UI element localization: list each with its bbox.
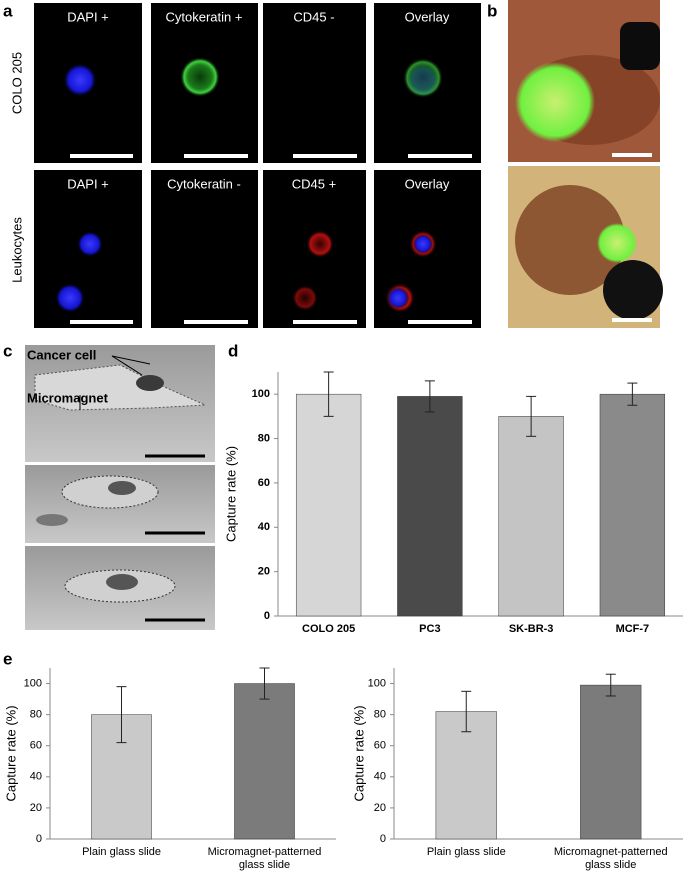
image-label: Overlay <box>405 9 450 24</box>
y-tick-label: 80 <box>30 709 42 721</box>
image-label: Cytokeratin - <box>167 176 241 191</box>
bar <box>234 683 295 840</box>
annotation: Cancer cell <box>27 347 96 362</box>
bar <box>498 416 564 617</box>
x-tick-label: Plain glass slide <box>82 846 161 858</box>
y-tick-label: 20 <box>30 802 42 814</box>
x-label-box: COLO 205 <box>302 623 356 635</box>
bar <box>580 684 642 840</box>
panel-label: e <box>3 649 12 668</box>
y-tick-label: 40 <box>374 771 386 783</box>
y-tick-label: 100 <box>252 388 270 400</box>
x-tick-label: SK-BR-3 <box>508 623 554 635</box>
row-label: COLO 205 <box>9 52 24 114</box>
y-tick-label: 80 <box>258 432 270 444</box>
x-tick-label: Micromagnet-patterned glass slide <box>207 846 322 871</box>
bar <box>397 396 463 617</box>
bar <box>599 393 666 617</box>
y-tick-label: 40 <box>30 771 42 783</box>
panel-label: a <box>3 1 13 20</box>
x-tick-label: MCF-7 <box>615 623 650 635</box>
y-tick-label: 80 <box>374 709 386 721</box>
y-tick-label: 60 <box>30 740 42 752</box>
bar <box>435 711 497 840</box>
x-tick-label: COLO 205 <box>302 623 356 635</box>
panel-label: c <box>3 341 12 360</box>
y-tick-label: 40 <box>258 521 270 533</box>
x-label-box: Micromagnet-patterned glass slide <box>207 846 322 871</box>
image-label: DAPI + <box>67 9 109 24</box>
y-tick-label: 0 <box>380 833 386 845</box>
x-label-box: PC3 <box>419 623 441 635</box>
microscopy-grid <box>34 3 481 328</box>
y-tick-label: 20 <box>374 802 386 814</box>
x-label-box: Micromagnet-patterned glass slide <box>553 846 668 871</box>
image-label: DAPI + <box>67 176 109 191</box>
panel-label: d <box>228 341 238 360</box>
x-tick-label: Micromagnet-patterned glass slide <box>553 846 668 871</box>
y-tick-label: 60 <box>258 477 270 489</box>
brightfield-images <box>508 0 663 328</box>
x-label-box: Plain glass slide <box>426 846 506 858</box>
y-axis-title: Capture rate (%) <box>351 705 366 801</box>
x-label-box: SK-BR-3 <box>508 623 554 635</box>
x-label-box: Plain glass slide <box>82 846 161 858</box>
y-axis-title: Capture rate (%) <box>3 705 18 801</box>
y-tick-label: 100 <box>24 677 42 689</box>
y-tick-label: 0 <box>264 610 270 622</box>
bar <box>295 393 362 617</box>
row-label: Leukocytes <box>9 217 24 283</box>
image-label: Overlay <box>405 176 450 191</box>
y-tick-label: 60 <box>374 740 386 752</box>
image-label: Cytokeratin + <box>166 9 243 24</box>
image-label: CD45 - <box>293 9 334 24</box>
annotation: Micromagnet <box>27 390 109 405</box>
x-tick-label: Plain glass slide <box>426 846 506 858</box>
x-label-box: MCF-7 <box>615 623 650 635</box>
y-tick-label: 0 <box>36 833 42 845</box>
image-label: CD45 + <box>292 176 336 191</box>
sem-images <box>25 345 215 630</box>
panel-label: b <box>487 1 497 20</box>
y-tick-label: 20 <box>258 566 270 578</box>
x-tick-label: PC3 <box>419 623 441 635</box>
y-axis-title: Capture rate (%) <box>223 446 238 542</box>
y-tick-label: 100 <box>368 677 386 689</box>
